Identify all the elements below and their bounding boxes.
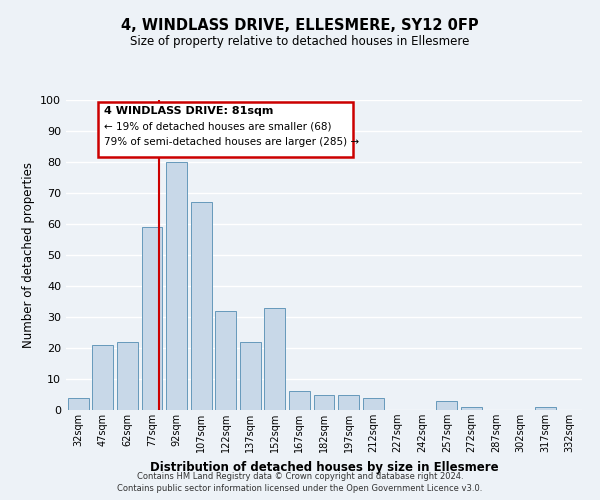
Text: 79% of semi-detached houses are larger (285) →: 79% of semi-detached houses are larger (… bbox=[104, 137, 359, 147]
Bar bbox=[240, 342, 261, 410]
Bar bbox=[362, 398, 383, 410]
X-axis label: Distribution of detached houses by size in Ellesmere: Distribution of detached houses by size … bbox=[149, 460, 499, 473]
Text: Contains HM Land Registry data © Crown copyright and database right 2024.: Contains HM Land Registry data © Crown c… bbox=[137, 472, 463, 481]
Bar bbox=[461, 407, 482, 410]
Text: Size of property relative to detached houses in Ellesmere: Size of property relative to detached ho… bbox=[130, 35, 470, 48]
Bar bbox=[92, 345, 113, 410]
Bar bbox=[191, 202, 212, 410]
FancyBboxPatch shape bbox=[98, 102, 353, 158]
Text: 4 WINDLASS DRIVE: 81sqm: 4 WINDLASS DRIVE: 81sqm bbox=[104, 106, 274, 116]
Y-axis label: Number of detached properties: Number of detached properties bbox=[22, 162, 35, 348]
Bar bbox=[215, 311, 236, 410]
Bar bbox=[68, 398, 89, 410]
Bar bbox=[535, 407, 556, 410]
Text: 4, WINDLASS DRIVE, ELLESMERE, SY12 0FP: 4, WINDLASS DRIVE, ELLESMERE, SY12 0FP bbox=[121, 18, 479, 32]
Bar bbox=[338, 394, 359, 410]
Bar bbox=[314, 394, 334, 410]
Bar bbox=[142, 227, 163, 410]
Bar bbox=[265, 308, 286, 410]
Bar bbox=[166, 162, 187, 410]
Bar bbox=[436, 400, 457, 410]
Bar bbox=[117, 342, 138, 410]
Bar bbox=[289, 392, 310, 410]
Text: ← 19% of detached houses are smaller (68): ← 19% of detached houses are smaller (68… bbox=[104, 122, 332, 132]
Text: Contains public sector information licensed under the Open Government Licence v3: Contains public sector information licen… bbox=[118, 484, 482, 493]
